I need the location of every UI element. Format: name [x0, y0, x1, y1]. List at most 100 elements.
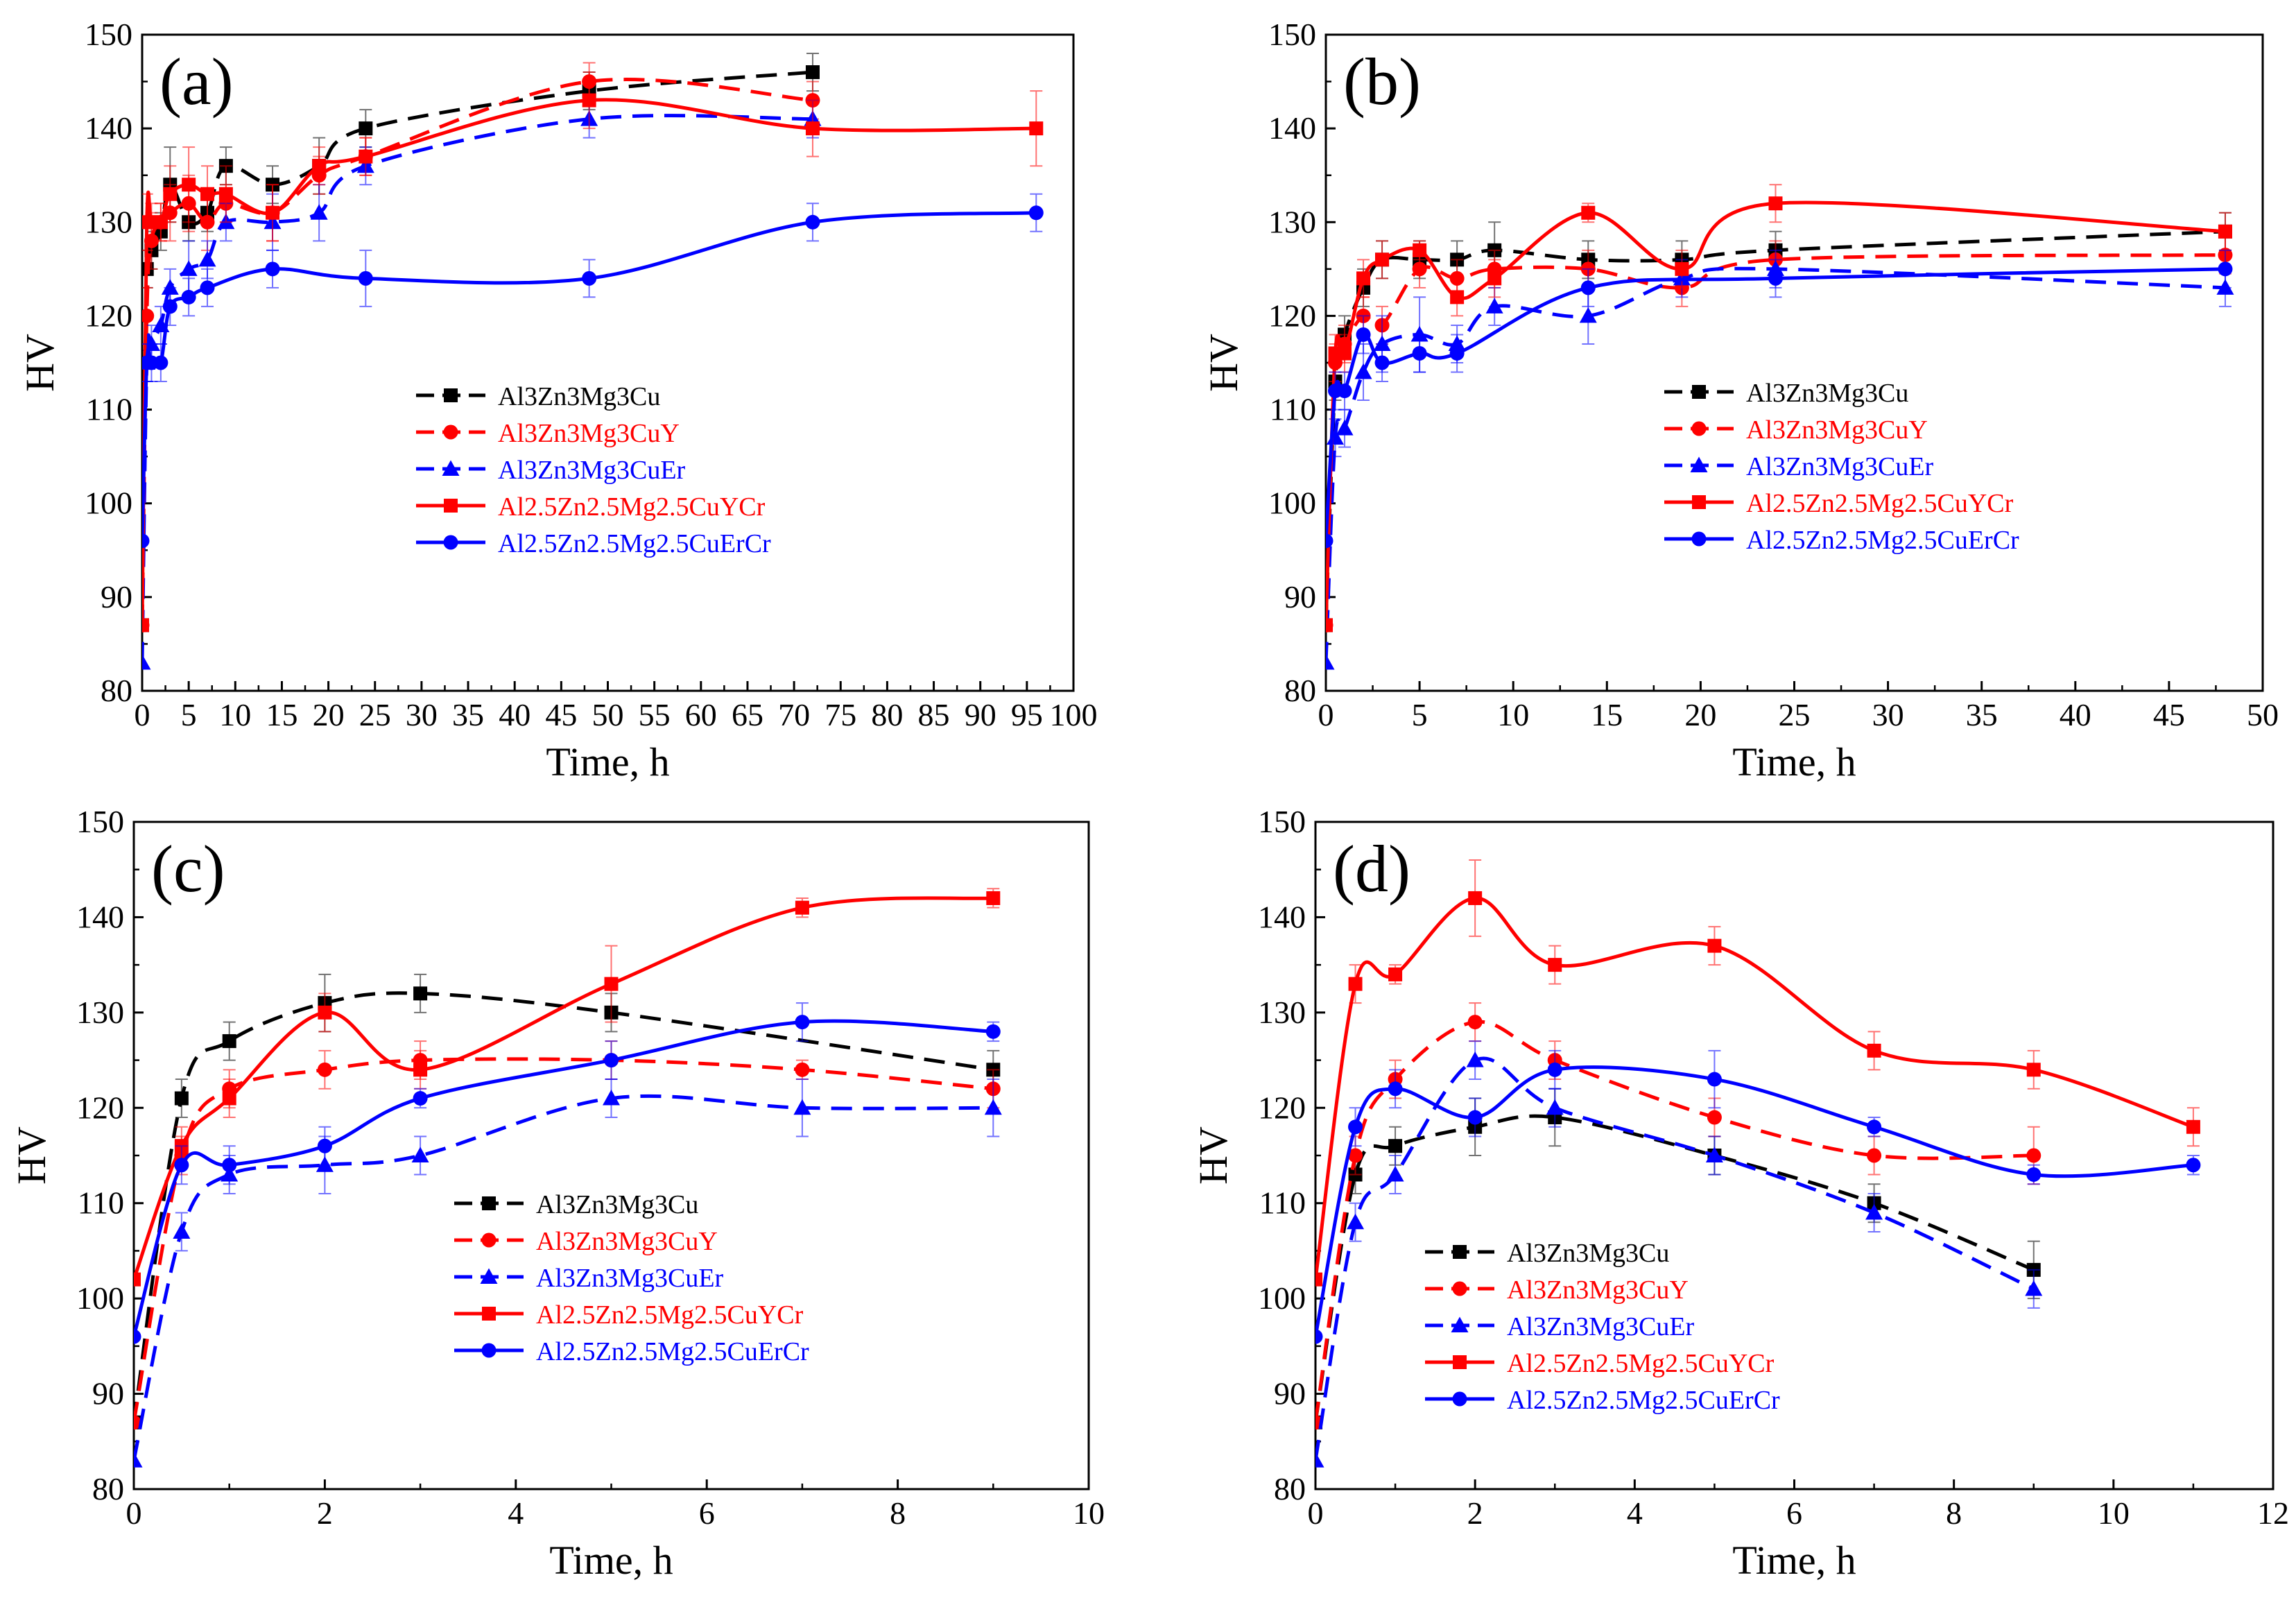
data-point-b-al2-5zn2-5mg2-5cuycr-7	[1487, 271, 1502, 286]
legend-item-b-al3zn3mg3cuer: Al3Zn3Mg3CuEr	[1664, 452, 1934, 481]
chart-panel-a: 80 90 100 110 120 130 140 150 0 5 10 15 20 25 30 35 40 45…	[17, 17, 1098, 784]
data-point-a-al2-5zn2-5mg2-5cuercr-10	[805, 214, 820, 230]
data-point-b-al2-5zn2-5mg2-5cuercr-7	[1580, 280, 1596, 295]
legend-label-b-al2-5zn2-5mg2-5cuercr: Al2.5Zn2.5Mg2.5CuErCr	[1746, 526, 2019, 555]
x-tick-label-c-4: 4	[508, 1495, 524, 1531]
series-line-a-al3zn3mg3cuer	[142, 114, 813, 663]
legend-marker-b-al3zn3mg3cuer	[1690, 456, 1708, 472]
y-tick-label-d-110: 110	[1259, 1185, 1306, 1221]
y-tick-label-a-100: 100	[85, 486, 132, 521]
x-tick-label-c-2: 2	[317, 1495, 333, 1531]
legend-label-d-al3zn3mg3cu: Al3Zn3Mg3Cu	[1507, 1239, 1669, 1268]
x-tick-label-a-15: 15	[266, 697, 297, 732]
data-area-a	[142, 53, 1044, 670]
series-line-d-al2-5zn2-5mg2-5cuercr	[1315, 1065, 2194, 1337]
data-point-d-al3zn3mg3cuer-5	[1705, 1146, 1723, 1162]
data-point-a-al2-5zn2-5mg2-5cuycr-12	[805, 121, 820, 136]
y-axis-title-c: HV	[9, 1126, 54, 1185]
data-point-a-al2-5zn2-5mg2-5cuycr-7	[218, 187, 233, 201]
legend-marker-a-al3zn3mg3cuy	[443, 424, 458, 440]
legend-marker-d-al2-5zn2-5mg2-5cuycr	[1453, 1355, 1467, 1369]
data-point-d-al3zn3mg3cuer-6	[1865, 1203, 1883, 1220]
legend-label-a-al2-5zn2-5mg2-5cuercr: Al2.5Zn2.5Mg2.5CuErCr	[498, 529, 771, 558]
data-point-d-al3zn3mg3cuer-4	[1546, 1099, 1564, 1115]
data-point-d-al2-5zn2-5mg2-5cuycr-0	[1315, 1272, 1322, 1287]
x-tick-label-a-55: 55	[639, 697, 671, 732]
data-point-c-al2-5zn2-5mg2-5cuycr-3	[318, 1005, 332, 1020]
chart-panel-d: 80 90 100 110 120 130 140 150 0 2 4 6 8 10 12 Time, h HV…	[1191, 804, 2289, 1583]
data-point-c-al2-5zn2-5mg2-5cuercr-4	[413, 1091, 428, 1106]
x-tick-label-a-65: 65	[732, 697, 763, 732]
x-tick-label-a-50: 50	[592, 697, 624, 732]
legend-item-b-al2-5zn2-5mg2-5cuercr: Al2.5Zn2.5Mg2.5CuErCr	[1664, 526, 2019, 555]
x-tick-label-a-100: 100	[1050, 697, 1098, 732]
data-point-d-al2-5zn2-5mg2-5cuycr-1	[1348, 977, 1363, 991]
legend-item-a-al3zn3mg3cuy: Al3Zn3Mg3CuY	[416, 419, 680, 448]
legend-marker-b-al2-5zn2-5mg2-5cuycr	[1692, 495, 1706, 509]
legend-item-c-al2-5zn2-5mg2-5cuercr: Al2.5Zn2.5Mg2.5CuErCr	[454, 1337, 809, 1366]
y-tick-label-b-90: 90	[1284, 579, 1316, 615]
legend-item-b-al3zn3mg3cu: Al3Zn3Mg3Cu	[1664, 379, 1908, 408]
data-point-d-al2-5zn2-5mg2-5cuycr-7	[2026, 1063, 2041, 1077]
y-tick-label-c-90: 90	[92, 1376, 124, 1411]
data-point-d-al2-5zn2-5mg2-5cuercr-5	[1707, 1072, 1722, 1087]
data-point-d-al3zn3mg3cu-2	[1388, 1139, 1403, 1153]
legend-marker-a-al3zn3mg3cuer	[442, 460, 460, 476]
data-point-b-al2-5zn2-5mg2-5cuycr-5	[1413, 243, 1427, 257]
y-tick-label-c-150: 150	[76, 804, 124, 839]
data-point-a-al2-5zn2-5mg2-5cuycr-4	[163, 187, 178, 201]
y-tick-label-d-130: 130	[1258, 995, 1306, 1030]
legend-marker-b-al2-5zn2-5mg2-5cuercr	[1691, 531, 1707, 547]
x-tick-label-b-10: 10	[1497, 697, 1529, 732]
y-tick-label-d-80: 80	[1274, 1471, 1306, 1506]
data-point-a-al3zn3mg3cu-10	[359, 121, 373, 136]
x-tick-label-c-6: 6	[699, 1495, 715, 1531]
legend-marker-c-al3zn3mg3cu	[482, 1196, 496, 1210]
legend-item-d-al2-5zn2-5mg2-5cuycr: Al2.5Zn2.5Mg2.5CuYCr	[1425, 1349, 1775, 1378]
x-tick-label-a-30: 30	[406, 697, 438, 732]
data-point-b-al2-5zn2-5mg2-5cuercr-6	[1449, 345, 1465, 361]
x-tick-label-a-10: 10	[219, 697, 251, 732]
x-tick-label-a-70: 70	[778, 697, 810, 732]
data-point-c-al3zn3mg3cu-4	[413, 986, 428, 1001]
data-point-c-al3zn3mg3cuer-5	[603, 1090, 620, 1106]
data-point-b-al2-5zn2-5mg2-5cuercr-4	[1374, 355, 1390, 370]
data-point-b-al2-5zn2-5mg2-5cuycr-3	[1356, 271, 1371, 286]
legend-marker-a-al3zn3mg3cu	[444, 388, 458, 402]
legend-marker-c-al3zn3mg3cuy	[481, 1232, 497, 1248]
legend-marker-b-al3zn3mg3cu	[1692, 385, 1706, 399]
panel-label-b: (b)	[1343, 44, 1421, 119]
y-axis-title-a: HV	[17, 334, 62, 392]
x-tick-label-a-80: 80	[871, 697, 903, 732]
data-point-a-al2-5zn2-5mg2-5cuycr-0	[142, 618, 149, 633]
x-tick-label-b-30: 30	[1872, 697, 1904, 732]
data-point-c-al2-5zn2-5mg2-5cuycr-0	[134, 1272, 141, 1287]
y-tick-label-a-110: 110	[86, 392, 132, 427]
legend-marker-d-al2-5zn2-5mg2-5cuercr	[1452, 1391, 1467, 1407]
series-d-al2-5zn2-5mg2-5cuycr	[1315, 859, 2200, 1287]
data-point-a-al2-5zn2-5mg2-5cuycr-8	[266, 205, 280, 220]
data-area-d	[1315, 859, 2201, 1468]
data-point-a-al2-5zn2-5mg2-5cuycr-13	[1029, 121, 1044, 136]
data-point-c-al2-5zn2-5mg2-5cuercr-2	[222, 1158, 237, 1173]
data-point-a-al2-5zn2-5mg2-5cuercr-7	[265, 261, 280, 277]
legend-item-c-al2-5zn2-5mg2-5cuycr: Al2.5Zn2.5Mg2.5CuYCr	[454, 1300, 804, 1330]
series-d-al2-5zn2-5mg2-5cuercr	[1315, 1049, 2201, 1344]
y-tick-label-a-90: 90	[101, 579, 132, 615]
legend-marker-c-al2-5zn2-5mg2-5cuercr	[481, 1343, 497, 1358]
legend-item-a-al3zn3mg3cuer: Al3Zn3Mg3CuEr	[416, 456, 686, 485]
legend-label-d-al2-5zn2-5mg2-5cuycr: Al2.5Zn2.5Mg2.5CuYCr	[1507, 1349, 1775, 1378]
x-axis-title-b: Time, h	[1732, 739, 1856, 784]
y-tick-label-a-150: 150	[85, 17, 132, 52]
x-tick-label-d-6: 6	[1786, 1495, 1802, 1531]
data-point-a-al3zn3mg3cuer-0	[142, 653, 151, 670]
data-point-b-al2-5zn2-5mg2-5cuercr-8	[1768, 270, 1783, 286]
legend-label-d-al3zn3mg3cuer: Al3Zn3Mg3CuEr	[1507, 1312, 1695, 1341]
data-point-d-al2-5zn2-5mg2-5cuycr-3	[1468, 891, 1483, 905]
x-tick-label-a-5: 5	[181, 697, 197, 732]
y-axis-title-b: HV	[1201, 334, 1246, 392]
x-tick-label-b-50: 50	[2247, 697, 2279, 732]
data-point-b-al3zn3mg3cuy-5	[1412, 261, 1427, 277]
legend-label-a-al3zn3mg3cuy: Al3Zn3Mg3CuY	[498, 419, 680, 448]
